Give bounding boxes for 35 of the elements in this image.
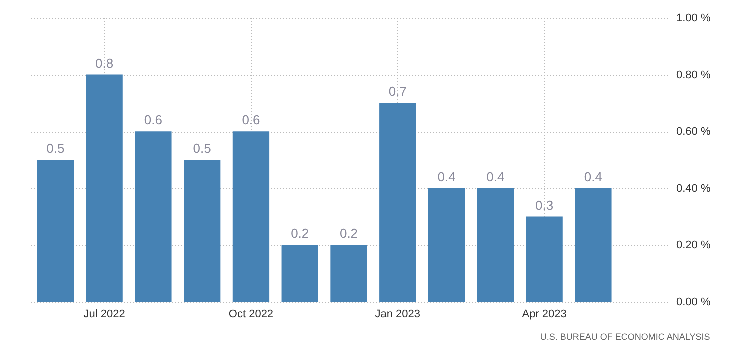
data-label: 0.6 (144, 112, 162, 128)
y-tick-label: 0.60 % (676, 126, 711, 138)
x-tick-label: Apr 2023 (522, 308, 567, 320)
data-label: 0.6 (242, 112, 260, 128)
y-tick-label: 0.20 % (676, 240, 711, 252)
bar (380, 103, 416, 302)
data-label: 0.4 (584, 169, 602, 184)
bar (135, 132, 172, 302)
data-label: 0.4 (486, 169, 505, 184)
data-label: 0.2 (340, 226, 358, 242)
bar (282, 245, 318, 302)
data-label: 0.5 (46, 141, 65, 156)
y-tick-label: 1.00 % (676, 12, 711, 24)
x-tick-label: Jan 2023 (375, 308, 421, 320)
bar (330, 245, 368, 302)
bar (232, 132, 270, 302)
text: U.S. BUREAU OF ECONOMIC ANALYSIS (540, 332, 710, 342)
bar (184, 160, 221, 302)
x-tick-label: Jul 2022 (84, 308, 126, 320)
bar (477, 188, 514, 302)
bar (526, 216, 563, 302)
bar (37, 160, 74, 302)
x-tick-label: Oct 2022 (228, 308, 274, 320)
y-tick-label: 0.40 % (676, 182, 711, 195)
y-tick-label: 0.80 % (676, 69, 711, 82)
data-label: 0.2 (291, 226, 310, 242)
data-label: 0.4 (438, 169, 456, 184)
data-label: 0.8 (96, 56, 114, 71)
y-tick-label: 0.00 % (676, 296, 711, 308)
data-label: 0.3 (536, 198, 554, 213)
data-label: 0.5 (193, 141, 212, 156)
data-label: 0.7 (388, 84, 407, 100)
bar (575, 188, 612, 302)
bar (86, 74, 123, 302)
bar (428, 188, 466, 302)
